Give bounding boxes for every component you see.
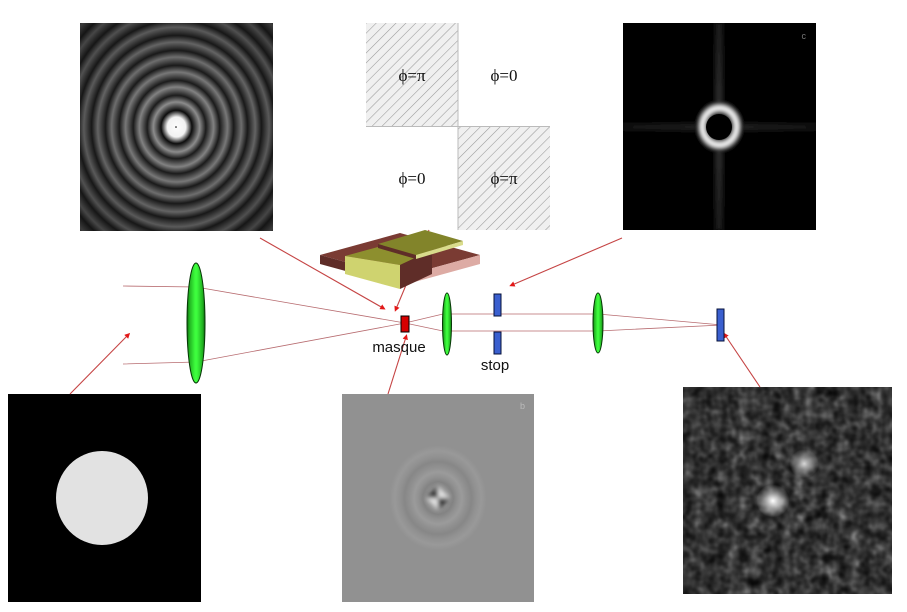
svg-text:masque: masque xyxy=(372,339,425,356)
svg-text:stop: stop xyxy=(481,357,509,374)
